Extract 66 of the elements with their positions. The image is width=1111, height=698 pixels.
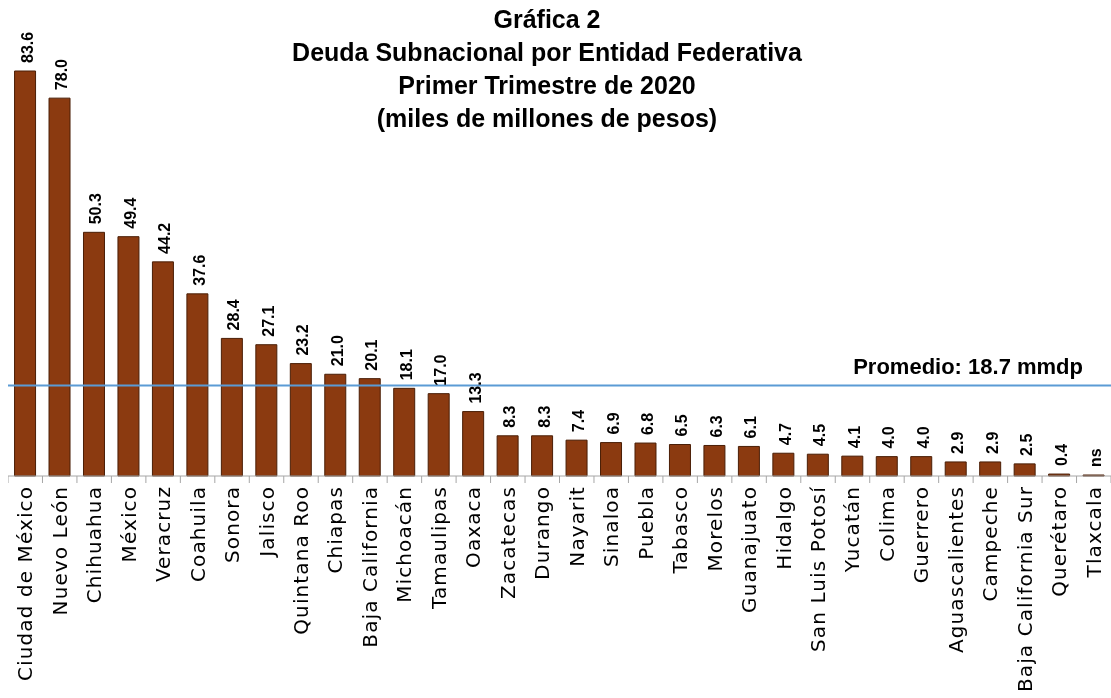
data-label: 49.4 xyxy=(121,197,139,229)
x-tick-label: Tamaulipas xyxy=(426,486,451,611)
data-label: 23.2 xyxy=(294,324,312,356)
x-tick-label: Sonora xyxy=(220,486,245,563)
data-label: 83.6 xyxy=(18,31,36,63)
data-label: 6.5 xyxy=(673,414,691,437)
x-tick-label: Chihuahua xyxy=(82,486,107,604)
data-label: 50.3 xyxy=(87,193,105,225)
data-label: 27.1 xyxy=(259,305,277,337)
x-tick-label: Colima xyxy=(874,486,899,562)
data-label: 8.3 xyxy=(535,405,553,428)
x-tick-label: San Luis Potosí xyxy=(806,485,831,652)
data-label: 28.4 xyxy=(225,299,243,331)
data-label: 6.8 xyxy=(638,412,656,436)
x-tick-label: México xyxy=(116,486,141,563)
data-label: 78.0 xyxy=(53,58,71,91)
data-label: 8.3 xyxy=(501,405,519,428)
chart-title: Gráfica 2 Deuda Subnacional por Entidad Federativa Primer Trimestre de 2020 (miles de millones de pesos) xyxy=(291,4,803,134)
data-label: 4.5 xyxy=(811,423,829,447)
x-tick-label: Tabasco xyxy=(668,486,693,575)
x-tick-label: Sinaloa xyxy=(599,486,624,567)
x-tick-label: Chiapas xyxy=(323,486,348,574)
x-tick-label: Morelos xyxy=(702,486,727,572)
data-label: 2.5 xyxy=(1018,433,1036,456)
x-tick-label: Veracruz xyxy=(151,486,176,583)
data-label: 4.1 xyxy=(845,425,863,449)
data-label: 0.4 xyxy=(1052,443,1070,467)
data-label: 2.9 xyxy=(983,431,1001,454)
x-tick-label: Jalisco xyxy=(254,486,279,559)
x-tick-label: Querétaro xyxy=(1047,486,1072,597)
x-tick-label: Nayarit xyxy=(564,486,589,567)
x-tick-label: Tlaxcala xyxy=(1081,486,1106,579)
x-tick-label: Baja California Sur xyxy=(1012,486,1037,692)
data-label: 13.3 xyxy=(466,372,484,404)
data-label: 18.1 xyxy=(397,349,415,381)
data-label: ns xyxy=(1087,448,1105,467)
x-tick-label: Nuevo León xyxy=(47,486,72,616)
x-tick-label: Guerrero xyxy=(909,486,934,584)
data-label: 21.0 xyxy=(328,335,346,367)
data-label: 6.9 xyxy=(604,412,622,435)
x-tick-label: Hidalgo xyxy=(771,486,796,570)
x-tick-label: Campeche xyxy=(978,486,1003,602)
data-label: 4.0 xyxy=(914,426,932,449)
data-label: 4.7 xyxy=(776,422,794,446)
x-tick-label: Yucatán xyxy=(840,486,865,574)
data-label: 20.1 xyxy=(363,339,381,371)
data-label: 4.0 xyxy=(880,426,898,449)
data-label: 6.3 xyxy=(707,415,725,438)
data-label: 17.0 xyxy=(432,354,450,386)
x-tick-label: Ciudad de México xyxy=(13,486,38,681)
data-label: 37.6 xyxy=(190,254,208,286)
x-tick-label: Michoacán xyxy=(392,486,417,603)
x-tick-label: Puebla xyxy=(633,486,658,560)
data-label: 7.4 xyxy=(570,409,588,433)
x-tick-label: Durango xyxy=(530,486,555,580)
ref-line-label: Promedio: 18.7 mmdp xyxy=(853,354,1083,380)
data-label: 44.2 xyxy=(156,222,174,254)
x-tick-label: Zacatecas xyxy=(495,486,520,599)
x-tick-label: Guanajuato xyxy=(737,486,762,613)
data-label: 2.9 xyxy=(949,431,967,454)
x-tick-label: Coahuila xyxy=(185,486,210,582)
x-tick-label: Oaxaca xyxy=(461,486,486,568)
x-tick-label: Quintana Roo xyxy=(288,486,313,635)
data-label: 6.1 xyxy=(742,416,760,439)
x-tick-label: Aguascalientes xyxy=(943,486,968,654)
x-tick-label: Baja California xyxy=(357,486,382,648)
